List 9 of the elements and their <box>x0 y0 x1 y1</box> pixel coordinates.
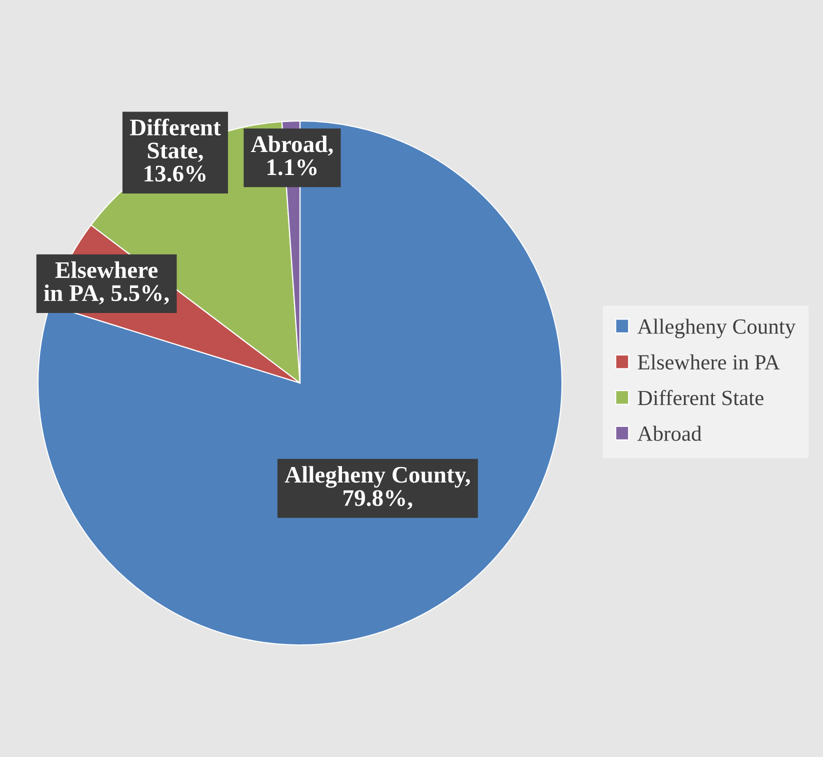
legend-label: Different State <box>638 390 764 406</box>
legend-label: Abroad <box>637 426 702 441</box>
pie-slice <box>37 120 563 646</box>
data-label: Abroad, 1.1% <box>251 136 333 176</box>
data-label: Allegheny County, 79.8%, <box>284 466 470 510</box>
legend-label: Allegheny County <box>637 318 796 338</box>
data-label: Elsewhere in PA, 5.5%, <box>44 261 169 305</box>
data-label: Different State, 13.6% <box>130 118 221 182</box>
legend-label: Elsewhere in PA <box>638 354 780 370</box>
